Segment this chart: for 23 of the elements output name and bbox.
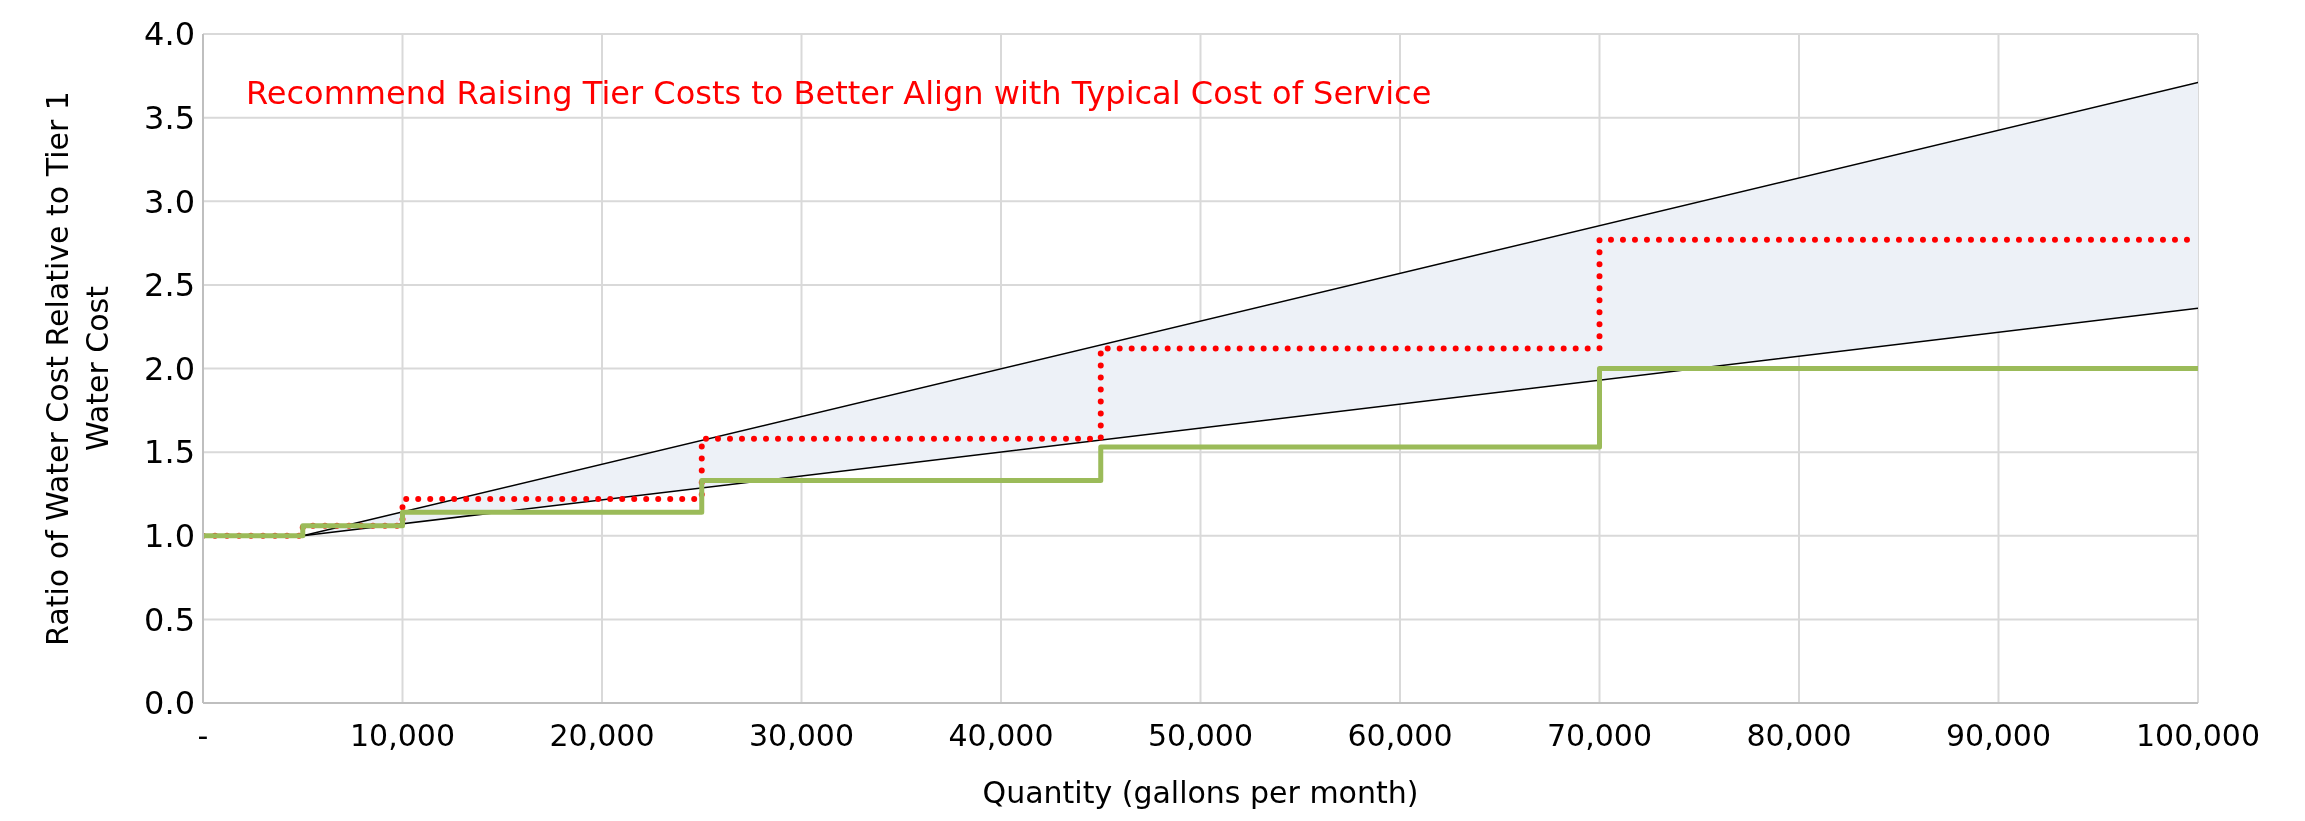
x-tick-label: 10,000 — [350, 718, 455, 754]
x-tick-label: 30,000 — [749, 718, 854, 754]
y-tick-label: 0.0 — [144, 684, 195, 723]
y-tick-label: 0.5 — [144, 600, 195, 639]
x-tick-label: 50,000 — [1148, 718, 1253, 754]
y-tick-label: 3.5 — [144, 98, 195, 137]
y-tick-label: 4.0 — [144, 15, 195, 54]
y-tick-label: 1.5 — [144, 433, 195, 472]
x-tick-label: 80,000 — [1746, 718, 1852, 754]
y-tick-label: 3.0 — [144, 182, 195, 221]
x-tick-label: 40,000 — [948, 718, 1054, 754]
x-tick-label: 90,000 — [1946, 718, 2051, 754]
y-tick-label: 2.5 — [144, 266, 195, 305]
x-tick-label: 60,000 — [1347, 718, 1453, 754]
annotation: Recommend Raising Tier Costs to Better Align with Typical Cost of Service — [246, 74, 1432, 112]
y-tick-label: 1.0 — [144, 517, 195, 556]
x-tick-label: 70,000 — [1547, 718, 1652, 754]
x-tick-label: 100,000 — [2135, 718, 2261, 754]
x-tick-label: - — [197, 718, 209, 754]
y-axis-title: Ratio of Water Cost Relative to Tier 1 Water Cost — [40, 91, 115, 646]
x-axis-title: Quantity (gallons per month) — [982, 775, 1419, 810]
y-tick-label: 2.0 — [144, 349, 195, 388]
x-tick-label: 20,000 — [549, 718, 655, 754]
